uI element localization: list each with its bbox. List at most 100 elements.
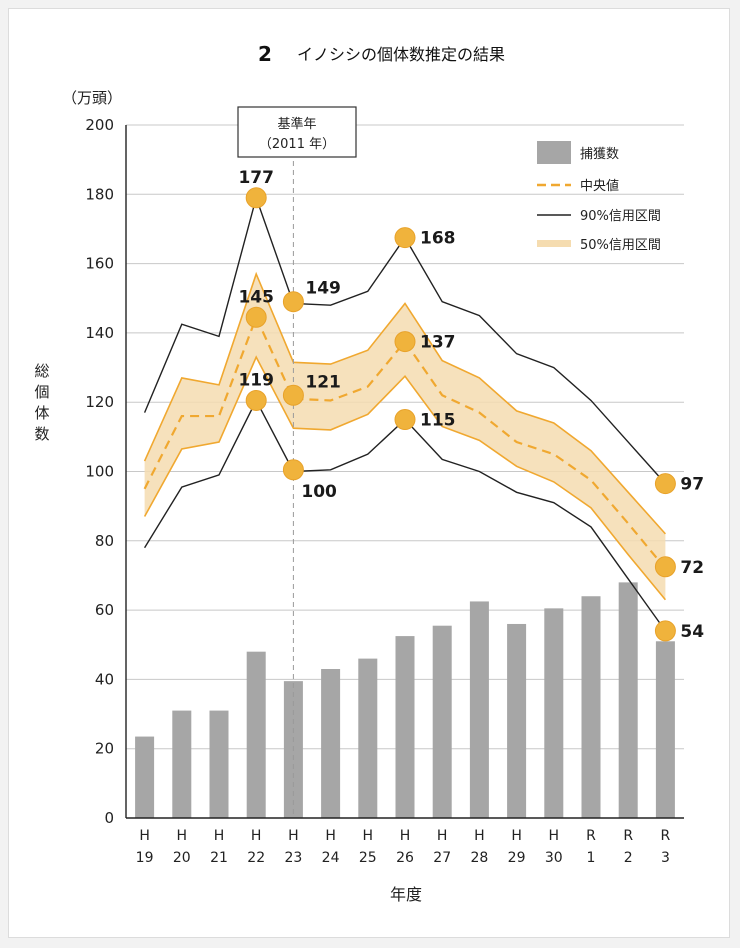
x-tick-year: 25 [359, 850, 377, 866]
data-label: 72 [680, 558, 704, 578]
bar [432, 625, 452, 818]
x-tick-era: H [549, 828, 560, 844]
legend-ci90-label: 90%信用区間 [580, 209, 661, 224]
legend-bar-swatch [537, 141, 571, 164]
y-tick-label: 80 [95, 532, 114, 550]
highlight-dot [282, 384, 304, 406]
x-tick-era: H [325, 828, 336, 844]
highlight-dot [282, 459, 304, 481]
highlight-dot [394, 227, 416, 249]
title-number: 2 [258, 42, 272, 66]
x-tick-year: 21 [210, 850, 228, 866]
highlight-dot [245, 187, 267, 209]
x-tick-year: 23 [284, 850, 302, 866]
bar [209, 710, 229, 818]
reference-year-line: 基準年 （2011 年） [237, 106, 357, 818]
x-tick-era: H [437, 828, 448, 844]
median-line [143, 314, 667, 570]
y-tick-label: 60 [95, 601, 114, 619]
y-tick-label: 180 [85, 185, 114, 203]
bar [544, 608, 564, 818]
highlight-dot [654, 620, 676, 642]
y-unit-label: （万頭） [62, 89, 122, 107]
highlight-dot [282, 291, 304, 313]
data-label: 100 [301, 482, 337, 502]
bar [507, 623, 527, 818]
x-tick-year: 26 [396, 850, 414, 866]
x-tick-era: H [511, 828, 522, 844]
highlight-dot [245, 389, 267, 411]
reference-box [237, 106, 357, 158]
x-tick-era: H [214, 828, 225, 844]
x-tick-era: H [474, 828, 485, 844]
highlight-dot [394, 409, 416, 431]
bar-series [135, 582, 675, 818]
x-tick-year: 29 [508, 850, 526, 866]
data-label: 97 [680, 475, 704, 495]
bar [321, 669, 341, 818]
x-tick-year: 20 [173, 850, 191, 866]
x-tick-year: 27 [433, 850, 451, 866]
bar [469, 601, 489, 818]
y-tick-label: 0 [104, 809, 114, 827]
x-tick-era: H [251, 828, 262, 844]
y-tick-label: 120 [85, 393, 114, 411]
x-tick-year: 28 [470, 850, 488, 866]
x-tick-era: H [400, 828, 411, 844]
bar [655, 641, 675, 818]
y-tick-label: 40 [95, 670, 114, 688]
x-tick-era: H [139, 828, 150, 844]
x-tick-year: 30 [545, 850, 563, 866]
data-label: 115 [420, 411, 456, 431]
data-label: 121 [305, 372, 341, 392]
data-label: 145 [238, 287, 274, 307]
x-tick-year: 19 [136, 850, 154, 866]
data-label: 168 [420, 229, 456, 249]
legend-bar-label: 捕獲数 [580, 146, 619, 162]
chart-title: イノシシの個体数推定の結果 [297, 45, 505, 64]
x-tick-era: H [177, 828, 188, 844]
reference-label: 基準年 [277, 116, 316, 132]
highlight-dot [654, 556, 676, 578]
y-tick-label: 100 [85, 463, 114, 481]
bar [358, 658, 378, 818]
reference-sublabel: （2011 年） [259, 137, 335, 152]
x-tick-era: R [586, 828, 596, 844]
legend-ci50-swatch [537, 240, 571, 247]
data-label: 119 [238, 370, 274, 390]
y-axis-title-char: 数 [34, 425, 49, 443]
x-tick-era: H [288, 828, 299, 844]
axes [125, 125, 684, 819]
x-tick-year: 24 [322, 850, 340, 866]
bar [172, 710, 192, 818]
band-50-lower-edge [143, 355, 667, 601]
bar [581, 596, 601, 818]
bar [246, 651, 266, 818]
band-50-upper-edge [143, 271, 666, 535]
x-tick-year: 22 [247, 850, 265, 866]
band-50-fill [144, 273, 666, 600]
x-axis-title: 年度 [390, 885, 422, 904]
y-axis-title-char: 総 [34, 362, 49, 380]
x-tick-era: R [661, 828, 671, 844]
bar [135, 736, 155, 818]
highlight-dot [654, 473, 676, 495]
highlight-dots: 177 145 119 149 121 100 168 137 115 97 72 54 [238, 168, 704, 642]
y-tick-label: 200 [85, 116, 114, 134]
bar [395, 636, 415, 818]
y-axis-title-char: 体 [34, 404, 49, 422]
x-tick-year: 2 [624, 850, 633, 866]
bar [618, 582, 638, 818]
data-label: 137 [420, 333, 456, 353]
legend-ci50-label: 50%信用区間 [580, 238, 661, 253]
data-label: 149 [305, 279, 341, 299]
y-axis-title-char: 個 [34, 383, 49, 401]
data-label: 54 [680, 622, 704, 642]
data-label: 177 [238, 168, 274, 188]
y-tick-label: 160 [85, 255, 114, 273]
y-tick-label: 20 [95, 740, 114, 758]
x-tick-era: H [363, 828, 374, 844]
x-tick-year: 3 [661, 850, 670, 866]
x-tick-year: 1 [587, 850, 596, 866]
